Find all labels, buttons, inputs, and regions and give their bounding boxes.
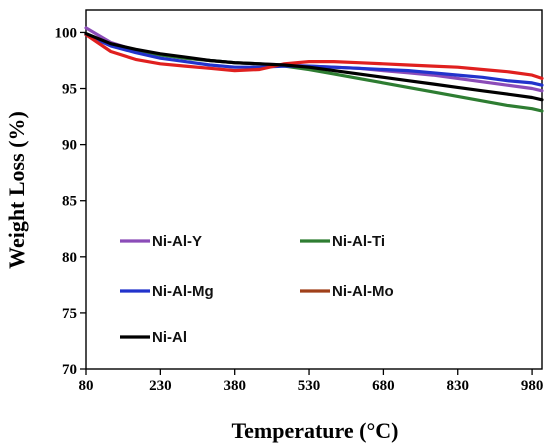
- series-line-ni-al-mo: [84, 33, 544, 80]
- x-tick-label: 530: [298, 378, 321, 394]
- series-line-ni-al-y: [84, 26, 544, 93]
- y-axis-title: Weight Loss (%): [4, 111, 29, 269]
- series-layer: [84, 26, 544, 113]
- plot-frame: [85, 9, 543, 370]
- series-line-ni-al: [84, 32, 544, 102]
- x-tick-label: 680: [372, 378, 395, 394]
- x-tick-label: 830: [446, 378, 469, 394]
- x-tick-label: 230: [149, 378, 172, 394]
- legend: Ni-Al-Y Ni-Al-Ti Ni-Al-Mg Ni-Al-Mo Ni-Al: [120, 233, 394, 346]
- x-tick-label: 80: [79, 378, 94, 394]
- legend-label-ni-al-y: Ni-Al-Y: [152, 233, 202, 250]
- y-tick-label: 90: [62, 138, 77, 154]
- series-line-ni-al-ti: [84, 33, 544, 113]
- y-tick-label: 80: [62, 250, 77, 266]
- legend-label-ni-al: Ni-Al: [152, 329, 187, 346]
- series-line-ni-al-mg: [84, 33, 544, 87]
- x-tick-label: 380: [223, 378, 246, 394]
- legend-label-ni-al-mg: Ni-Al-Mg: [152, 283, 214, 300]
- x-axis-title: Temperature (°C): [231, 418, 398, 443]
- y-tick-label: 95: [62, 82, 77, 98]
- x-tick-label: 980: [521, 378, 544, 394]
- legend-label-ni-al-ti: Ni-Al-Ti: [332, 233, 385, 250]
- legend-label-ni-al-mo: Ni-Al-Mo: [332, 283, 394, 300]
- y-tick-label: 85: [62, 194, 77, 210]
- y-tick-label: 100: [55, 25, 78, 41]
- plot-area: [85, 9, 543, 370]
- x-axis-ticks: 80 230 380 530 680 830 980: [79, 369, 544, 394]
- y-tick-label: 75: [62, 306, 77, 322]
- y-axis-ticks: 70 75 80 85 90 95 100: [55, 25, 86, 378]
- y-tick-label: 70: [62, 362, 77, 378]
